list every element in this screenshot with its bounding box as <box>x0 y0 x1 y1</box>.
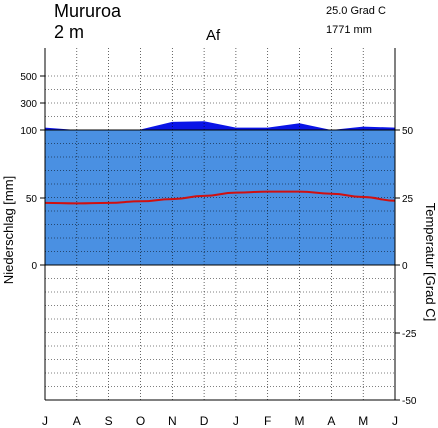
temp-tick-0: 0 <box>402 261 408 272</box>
climate-class: Af <box>206 27 221 44</box>
month-label-6: J <box>233 414 239 428</box>
temp-tick-minus50: -50 <box>402 396 417 407</box>
precip-axis-title: Niederschlag [mm] <box>1 176 16 284</box>
precip-tick-50: 50 <box>26 194 38 205</box>
month-label-10: M <box>358 414 368 428</box>
temp-tick-minus25: -25 <box>402 329 417 340</box>
month-label-7: F <box>264 414 271 428</box>
month-label-11: J <box>392 414 398 428</box>
month-label-3: O <box>136 414 145 428</box>
month-label-0: J <box>42 414 48 428</box>
precip-tick-100: 100 <box>20 126 37 137</box>
precipitation-excess-area <box>45 121 395 130</box>
month-label-1: A <box>73 414 81 428</box>
precip-tick-marks <box>40 75 45 266</box>
temp-tick-marks <box>395 129 400 401</box>
station-name: Mururoa <box>54 1 122 21</box>
precip-tick-labels: 500 300 100 50 0 <box>20 72 37 272</box>
month-label-4: N <box>168 414 177 428</box>
precip-tick-500: 500 <box>20 72 37 83</box>
month-label-9: A <box>327 414 335 428</box>
month-label-8: M <box>295 414 305 428</box>
month-label-2: S <box>105 414 113 428</box>
mean-temperature: 25.0 Grad C <box>326 5 386 17</box>
temperature-line <box>44 190 396 205</box>
month-label-5: D <box>200 414 209 428</box>
precip-tick-0: 0 <box>31 261 37 272</box>
temp-tick-25: 25 <box>402 194 414 205</box>
temp-tick-50: 50 <box>402 126 414 137</box>
temp-axis-title: Temperatur [Grad C] <box>423 203 438 322</box>
precip-tick-300: 300 <box>20 99 37 110</box>
annual-precipitation: 1771 mm <box>326 24 372 36</box>
station-elevation: 2 m <box>54 22 84 42</box>
precipitation-excess-shape <box>45 121 395 130</box>
temp-tick-labels: 50 25 0 -25 -50 <box>402 126 417 407</box>
